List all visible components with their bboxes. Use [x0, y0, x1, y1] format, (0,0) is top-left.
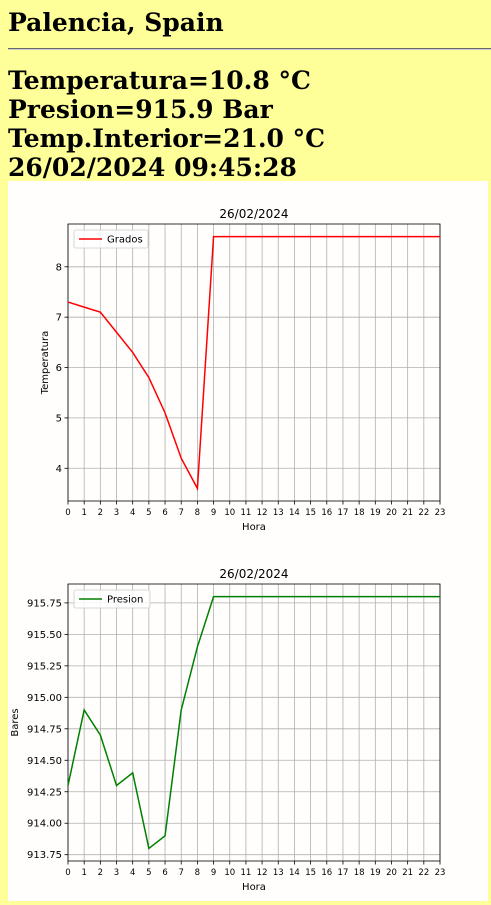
x-tick-label: 16 [321, 868, 332, 878]
y-tick-label: 4 [56, 464, 62, 475]
y-tick-label: 915.75 [27, 598, 62, 609]
chart-title: 26/02/2024 [219, 207, 288, 221]
x-tick-label: 14 [289, 868, 300, 878]
x-tick-label: 1 [81, 868, 86, 878]
y-tick-label: 914.50 [27, 756, 62, 767]
y-tick-label: 913.75 [27, 850, 62, 861]
x-tick-label: 17 [338, 868, 349, 878]
y-axis-label: Temperatura [40, 331, 51, 396]
x-tick-label: 23 [435, 868, 446, 878]
indoor-temperature-reading: Temp.Interior=21.0 °C [8, 124, 326, 153]
x-tick-label: 8 [195, 868, 200, 878]
x-tick-label: 15 [305, 868, 316, 878]
horizontal-rule [8, 48, 491, 50]
x-tick-label: 22 [418, 868, 429, 878]
x-tick-label: 7 [179, 868, 184, 878]
plot-frame [67, 223, 441, 502]
y-tick-label: 914.75 [27, 724, 62, 735]
temperature-reading: Temperatura=10.8 °C [8, 66, 311, 95]
x-tick-label: 5 [146, 508, 151, 518]
x-tick-label: 6 [162, 868, 167, 878]
plot-frame [67, 583, 441, 862]
x-tick-label: 9 [211, 868, 216, 878]
legend-box [73, 229, 149, 249]
x-tick-label: 12 [257, 508, 268, 518]
x-tick-label: 9 [211, 508, 216, 518]
y-axis-label: Bares [10, 708, 21, 736]
x-tick-label: 4 [130, 508, 135, 518]
x-tick-label: 10 [224, 868, 235, 878]
x-tick-label: 4 [130, 868, 135, 878]
x-tick-label: 1 [81, 508, 86, 518]
y-tick-label: 915.25 [27, 661, 62, 672]
y-tick-label: 5 [56, 413, 62, 424]
x-tick-label: 22 [418, 508, 429, 518]
y-tick-label: 914.25 [27, 787, 62, 798]
x-tick-label: 7 [179, 508, 184, 518]
legend-label: Presion [107, 595, 143, 606]
x-tick-label: 2 [98, 508, 103, 518]
legend-box [73, 589, 151, 609]
x-tick-label: 5 [146, 868, 151, 878]
y-tick-label: 6 [56, 363, 62, 374]
x-tick-label: 18 [354, 868, 365, 878]
x-axis-label: Hora [242, 882, 266, 893]
x-tick-label: 8 [195, 508, 200, 518]
x-tick-label: 13 [273, 508, 284, 518]
x-axis-label: Hora [242, 522, 266, 533]
x-tick-label: 23 [435, 508, 446, 518]
x-tick-label: 3 [114, 868, 119, 878]
x-tick-label: 19 [370, 868, 381, 878]
x-tick-label: 10 [224, 508, 235, 518]
x-tick-label: 17 [338, 508, 349, 518]
x-tick-label: 12 [257, 868, 268, 878]
y-tick-label: 7 [56, 313, 62, 324]
x-tick-label: 21 [402, 508, 413, 518]
x-tick-label: 3 [114, 508, 119, 518]
x-tick-label: 2 [98, 868, 103, 878]
x-tick-label: 15 [305, 508, 316, 518]
x-tick-label: 6 [162, 508, 167, 518]
charts-image: 26/02/2024 0 1 2 3 4 5 6 7 8 9 10 11 12 13 14 15 16 17 18 19… [8, 181, 488, 901]
legend-label: Grados [107, 235, 143, 246]
x-tick-label: 19 [370, 508, 381, 518]
chart-title: 26/02/2024 [219, 567, 288, 581]
x-tick-label: 18 [354, 508, 365, 518]
x-tick-label: 14 [289, 508, 300, 518]
y-tick-label: 914.00 [27, 819, 62, 830]
x-tick-label: 11 [240, 868, 251, 878]
x-tick-label: 0 [65, 868, 70, 878]
y-tick-label: 915.50 [27, 630, 62, 641]
x-tick-label: 20 [386, 508, 397, 518]
x-tick-label: 0 [65, 508, 70, 518]
y-tick-label: 8 [56, 262, 62, 273]
series-line-presion [67, 595, 440, 850]
x-tick-label: 13 [273, 868, 284, 878]
pressure-reading: Presion=915.9 Bar [8, 95, 273, 124]
series-line-grados [67, 235, 440, 492]
x-tick-label: 16 [321, 508, 332, 518]
x-tick-label: 20 [386, 868, 397, 878]
timestamp-reading: 26/02/2024 09:45:28 [8, 153, 297, 182]
location-title: Palencia, Spain [8, 8, 224, 37]
y-tick-label: 915.00 [27, 693, 62, 704]
x-tick-label: 21 [402, 868, 413, 878]
x-tick-label: 11 [240, 508, 251, 518]
